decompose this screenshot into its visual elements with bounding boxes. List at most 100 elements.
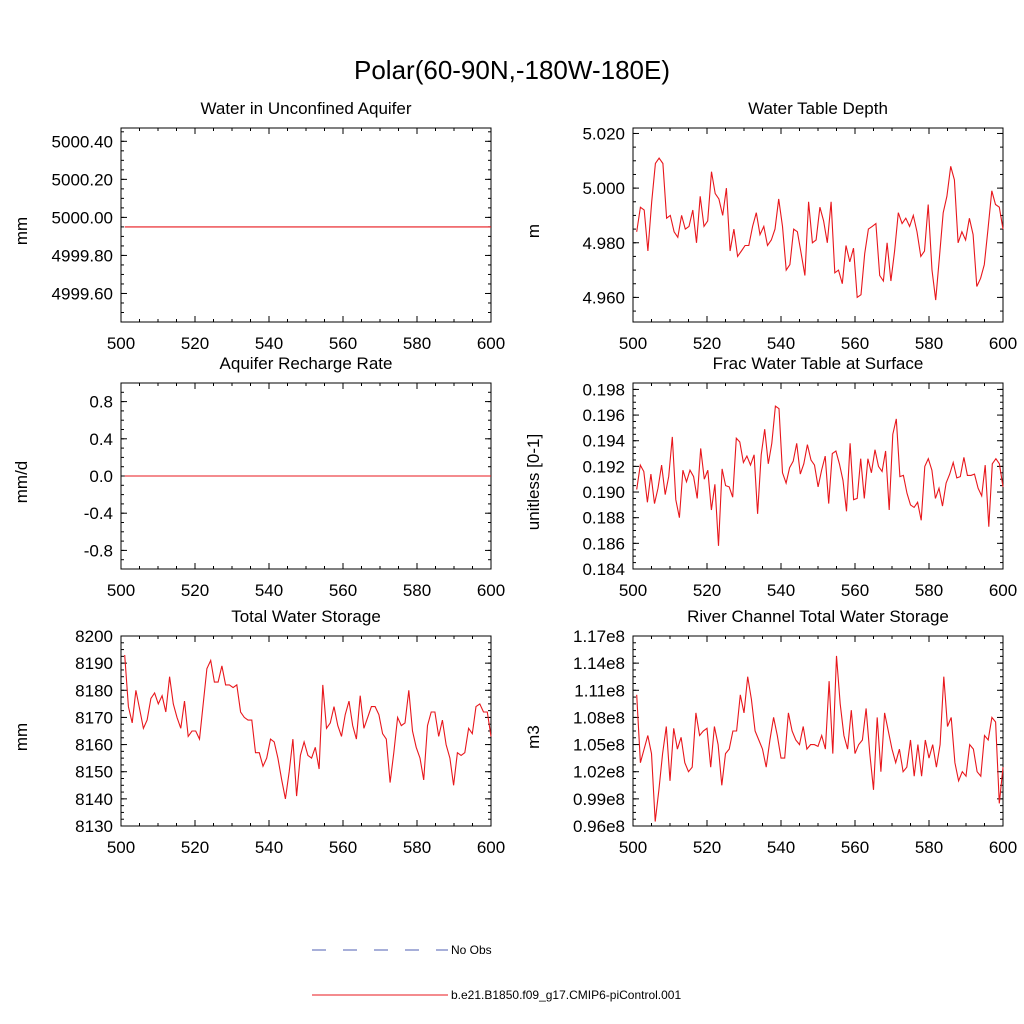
x-tick-label: 580 xyxy=(915,334,943,353)
x-tick-label: 560 xyxy=(841,581,869,600)
y-axis-label: mm/d xyxy=(12,461,31,504)
x-tick-label: 540 xyxy=(255,334,283,353)
x-tick-label: 560 xyxy=(329,838,357,857)
x-tick-label: 580 xyxy=(915,581,943,600)
legend-label-model: b.e21.B1850.f09_g17.CMIP6-piControl.001 xyxy=(451,988,681,1002)
x-tick-label: 560 xyxy=(329,581,357,600)
x-tick-label: 600 xyxy=(989,838,1017,857)
x-tick-label: 500 xyxy=(107,838,135,857)
plot-frame xyxy=(120,635,492,827)
x-tick-label: 600 xyxy=(477,838,505,857)
y-tick-label: 8190 xyxy=(75,654,113,673)
plot-frame xyxy=(632,635,1004,827)
panel-title: Aquifer Recharge Rate xyxy=(220,354,393,373)
x-tick-label: 500 xyxy=(107,581,135,600)
y-tick-label: 0.186 xyxy=(582,534,625,553)
y-tick-label: 0.198 xyxy=(582,380,625,399)
x-tick-label: 560 xyxy=(841,334,869,353)
x-tick-label: 600 xyxy=(477,581,505,600)
y-tick-label: 8130 xyxy=(75,817,113,836)
figure-title: Polar(60-90N,-180W-180E) xyxy=(354,55,670,85)
y-tick-label: 8150 xyxy=(75,763,113,782)
y-tick-label: 0.188 xyxy=(582,509,625,528)
y-tick-label: 5000.20 xyxy=(52,170,113,189)
panel-total-water-storage: Total Water Storage mm 500 520 540 560 580 600 8… xyxy=(12,607,505,857)
plot-frame xyxy=(120,127,492,323)
x-tick-label: 600 xyxy=(989,581,1017,600)
panel-water-table-depth: Water Table Depth m 500 520 540 560 580 600 4.96… xyxy=(524,99,1017,353)
y-tick-label: 1.05e8 xyxy=(573,736,625,755)
y-tick-label: 5.020 xyxy=(582,124,625,143)
y-tick-label: 5000.40 xyxy=(52,132,113,151)
y-tick-label: 5.000 xyxy=(582,179,625,198)
series-line-b-e21-b1850-f09-g17-cmip6-picontrol-001 xyxy=(636,655,1004,822)
y-tick-label: 0.0 xyxy=(89,467,113,486)
y-axis-label: mm xyxy=(12,217,31,245)
x-tick-label: 540 xyxy=(767,334,795,353)
x-tick-label: 520 xyxy=(181,581,209,600)
y-axis-label: m xyxy=(524,224,543,238)
y-tick-label: 4999.80 xyxy=(52,246,113,265)
y-tick-label: 0.190 xyxy=(582,483,625,502)
x-tick-label: 580 xyxy=(403,838,431,857)
x-tick-label: 540 xyxy=(767,581,795,600)
x-tick-label: 540 xyxy=(767,838,795,857)
panel-aquifer-recharge-rate: Aquifer Recharge Rate mm/d 500 520 540 560 580… xyxy=(12,354,505,600)
y-tick-label: 4999.60 xyxy=(52,284,113,303)
x-tick-label: 580 xyxy=(403,581,431,600)
panel-title: Frac Water Table at Surface xyxy=(713,354,924,373)
y-axis-label: mm xyxy=(12,723,31,751)
legend: No Obs b.e21.B1850.f09_g17.CMIP6-piContr… xyxy=(312,943,681,1002)
x-tick-label: 540 xyxy=(255,838,283,857)
x-tick-label: 520 xyxy=(693,581,721,600)
x-tick-label: 600 xyxy=(989,334,1017,353)
series-line-b-e21-b1850-f09-g17-cmip6-picontrol-001 xyxy=(636,405,1004,546)
y-tick-label: 1.11e8 xyxy=(574,681,625,700)
y-tick-label: 8140 xyxy=(75,790,113,809)
y-tick-label: 1.02e8 xyxy=(573,763,625,782)
x-tick-label: 520 xyxy=(693,334,721,353)
x-tick-label: 500 xyxy=(619,838,647,857)
panel-river-channel-total-water-storage: River Channel Total Water Storage m3 500 52… xyxy=(524,607,1017,857)
y-tick-label: 0.96e8 xyxy=(573,817,625,836)
x-tick-label: 580 xyxy=(915,838,943,857)
y-axis-label: unitless [0-1] xyxy=(524,434,543,530)
panel-title: River Channel Total Water Storage xyxy=(687,607,949,626)
y-axis-label: m3 xyxy=(524,725,543,749)
y-tick-label: 0.192 xyxy=(582,457,625,476)
y-tick-label: 0.99e8 xyxy=(573,790,625,809)
y-tick-label: 4.960 xyxy=(582,288,625,307)
series-line-b-e21-b1850-f09-g17-cmip6-picontrol-001 xyxy=(124,654,492,800)
series-line-b-e21-b1850-f09-g17-cmip6-picontrol-001 xyxy=(636,157,1004,301)
panel-title: Total Water Storage xyxy=(231,607,381,626)
panel-water-in-unconfined-aquifer: Water in Unconfined Aquifer mm 500 520 540 56… xyxy=(12,99,505,353)
x-tick-label: 500 xyxy=(619,334,647,353)
x-tick-label: 540 xyxy=(255,581,283,600)
y-tick-label: 8170 xyxy=(75,708,113,727)
y-tick-label: 8200 xyxy=(75,627,113,646)
y-tick-label: 5000.00 xyxy=(52,208,113,227)
y-tick-label: 8180 xyxy=(75,681,113,700)
y-tick-label: 0.184 xyxy=(582,560,625,579)
panel-title: Water Table Depth xyxy=(748,99,888,118)
y-tick-label: 0.4 xyxy=(89,430,113,449)
panel-frac-water-table-at-surface: Frac Water Table at Surface unitless [0-1… xyxy=(524,354,1017,600)
x-tick-label: 500 xyxy=(107,334,135,353)
y-tick-label: 0.196 xyxy=(582,406,625,425)
y-tick-label: -0.8 xyxy=(84,541,113,560)
x-tick-label: 500 xyxy=(619,581,647,600)
y-tick-label: 0.8 xyxy=(89,393,113,412)
x-tick-label: 520 xyxy=(181,838,209,857)
y-tick-label: 0.194 xyxy=(582,432,625,451)
x-tick-label: 560 xyxy=(329,334,357,353)
y-tick-label: 8160 xyxy=(75,736,113,755)
x-tick-label: 580 xyxy=(403,334,431,353)
y-tick-label: -0.4 xyxy=(84,504,113,523)
x-tick-label: 600 xyxy=(477,334,505,353)
y-tick-label: 1.08e8 xyxy=(573,708,625,727)
y-tick-label: 1.17e8 xyxy=(573,627,625,646)
y-tick-label: 4.980 xyxy=(582,234,625,253)
x-tick-label: 520 xyxy=(181,334,209,353)
x-tick-label: 560 xyxy=(841,838,869,857)
